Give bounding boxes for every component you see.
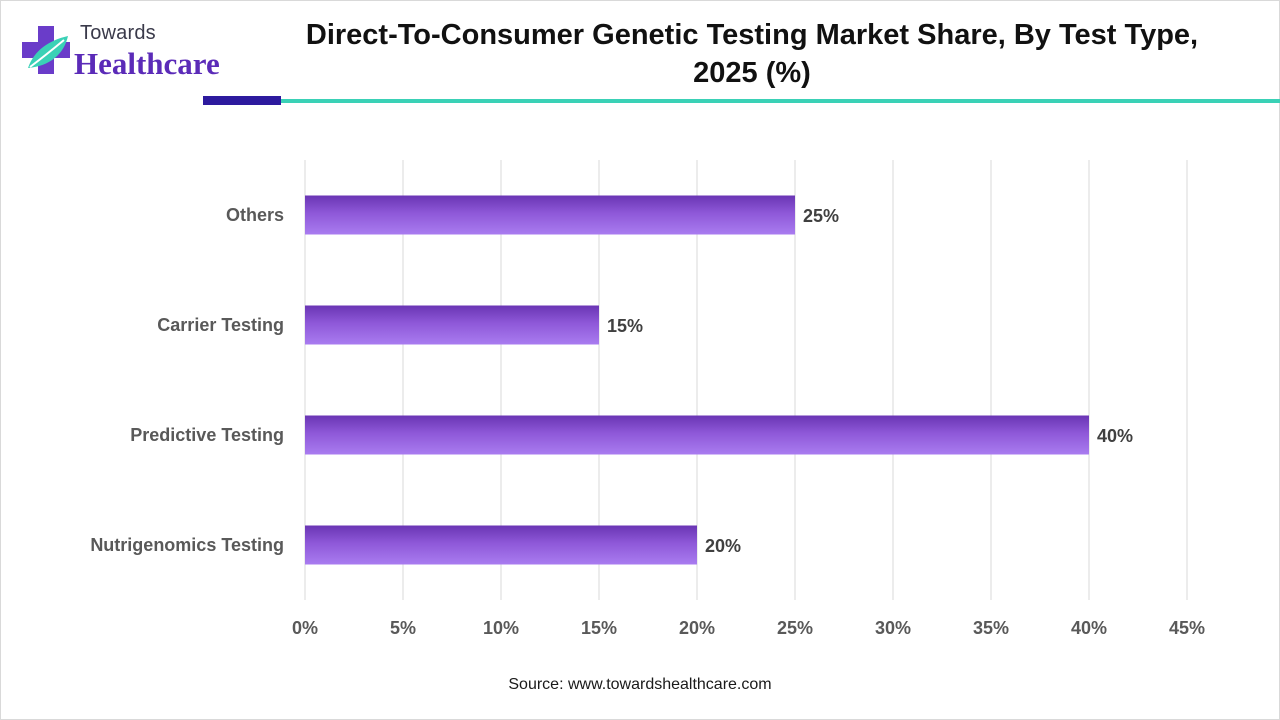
x-tick-label: 0% (292, 618, 318, 638)
bar (305, 415, 1089, 455)
header-accent-line (281, 99, 1280, 103)
medical-cross-leaf-icon (22, 26, 70, 74)
x-tick-label: 25% (777, 618, 813, 638)
x-tick-label: 40% (1071, 618, 1107, 638)
category-label: Nutrigenomics Testing (90, 535, 284, 555)
x-tick-label: 15% (581, 618, 617, 638)
x-tick-label: 10% (483, 618, 519, 638)
bars (305, 195, 1089, 565)
x-tick-label: 5% (390, 618, 416, 638)
chart-title: Direct-To-Consumer Genetic Testing Marke… (305, 19, 1199, 89)
data-label: 15% (607, 316, 643, 336)
category-label: Others (226, 205, 284, 225)
bar (305, 305, 599, 345)
data-label: 25% (803, 206, 839, 226)
bar (305, 195, 795, 235)
brand-logo: Towards Healthcare (18, 20, 248, 86)
x-tick-label: 20% (679, 618, 715, 638)
category-label: Carrier Testing (157, 315, 284, 335)
x-tick-label: 45% (1169, 618, 1205, 638)
logo-main-text: Healthcare (74, 46, 220, 81)
logo-top-text: Towards (80, 22, 156, 44)
bar (305, 525, 697, 565)
header-accent-bar (203, 96, 281, 105)
category-label: Predictive Testing (130, 425, 284, 445)
x-tick-label: 35% (973, 618, 1009, 638)
source-note: Source: www.towardshealthcare.com (508, 676, 772, 693)
x-tick-label: 30% (875, 618, 911, 638)
data-label: 20% (705, 536, 741, 556)
labels: 0% 5% 10% 15% 20% 25% 30% 35% 40% 45% Others 25% Car… (90, 205, 1205, 638)
data-label: 40% (1097, 426, 1133, 446)
